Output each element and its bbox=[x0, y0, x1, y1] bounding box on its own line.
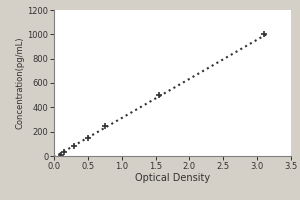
Y-axis label: Concentration(pg/mL): Concentration(pg/mL) bbox=[16, 37, 25, 129]
X-axis label: Optical Density: Optical Density bbox=[135, 173, 210, 183]
